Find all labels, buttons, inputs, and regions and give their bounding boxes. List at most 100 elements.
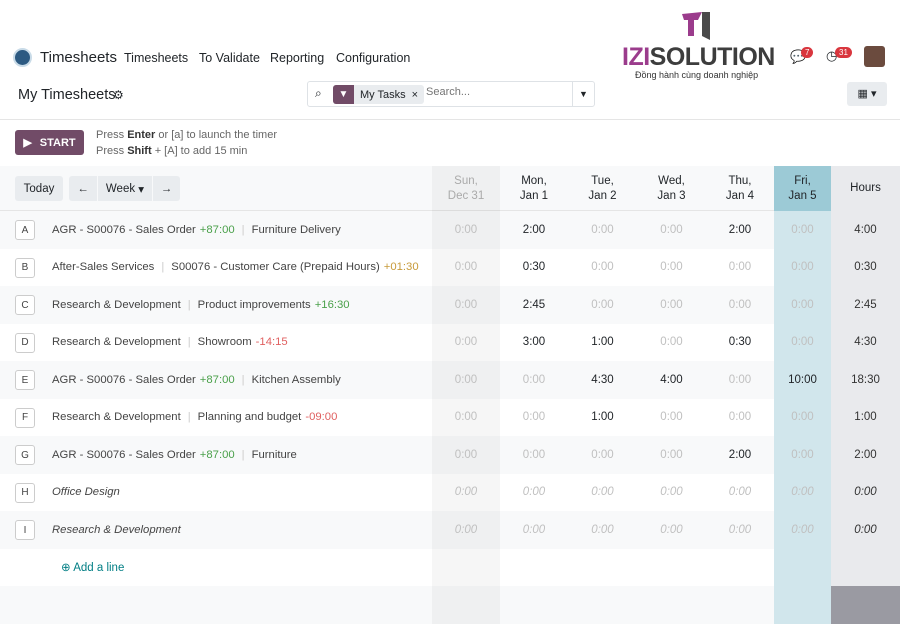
hour-cell[interactable]: 0:00 — [522, 486, 546, 499]
hour-cell[interactable]: 0:00 — [522, 523, 546, 536]
hour-cell[interactable]: 0:00 — [774, 211, 831, 249]
play-icon: ▶ — [23, 137, 32, 149]
hour-cell[interactable]: 2:00 — [522, 223, 546, 236]
hour-cell[interactable]: 0:00 — [774, 511, 831, 549]
row-description[interactable]: Research & Development — [52, 511, 181, 549]
row-description[interactable]: AGR - S00076 - Sales Order +87:00 | Furnitu… — [52, 448, 297, 461]
hour-cell[interactable]: 0:00 — [774, 473, 831, 511]
hour-cell[interactable]: 0:00 — [522, 448, 546, 461]
hour-cell[interactable]: 0:30 — [728, 336, 752, 349]
row-total: 4:30 — [831, 323, 900, 361]
facet-label: My Tasks — [360, 88, 406, 101]
remaining-hours: +87:00 — [199, 223, 235, 236]
menu-configuration[interactable]: Configuration — [336, 51, 411, 65]
hour-cell[interactable]: 0:00 — [774, 398, 831, 436]
hour-cell[interactable]: 0:00 — [660, 261, 683, 274]
hour-cell[interactable]: 0:00 — [591, 298, 614, 311]
row-description[interactable]: After-Sales Services | S00076 - Customer C… — [52, 261, 419, 274]
row-shortcut-key: H — [15, 482, 35, 503]
hour-cell[interactable]: 0:00 — [774, 286, 831, 324]
row-description[interactable]: Office Design — [52, 474, 120, 512]
menu-timesheets[interactable]: Timesheets — [124, 51, 189, 65]
hour-cell[interactable]: 0:00 — [728, 373, 752, 386]
hour-cell[interactable]: 0:00 — [728, 298, 752, 311]
range-dropdown[interactable]: Week ▾ — [98, 176, 152, 201]
task-name: Product improvements — [197, 298, 311, 311]
hour-cell[interactable]: 3:00 — [522, 336, 546, 349]
timesheet-row: B After-Sales Services | S00076 - Customer … — [0, 248, 900, 287]
user-avatar[interactable] — [864, 46, 885, 67]
hour-cell[interactable]: 0:00 — [660, 486, 683, 499]
hour-cell[interactable]: 0:00 — [660, 411, 683, 424]
hour-cell[interactable]: 0:00 — [660, 298, 683, 311]
hour-cell[interactable]: 0:00 — [591, 486, 614, 499]
view-switcher-button[interactable]: ▦ ▾ — [847, 82, 887, 106]
remove-facet-icon[interactable]: × — [411, 88, 419, 101]
hour-cell[interactable]: 0:00 — [660, 523, 683, 536]
timesheet-row: I Research & Development 0:00 0:00 0:00 0:00 0… — [0, 511, 900, 549]
hour-cell[interactable]: 0:00 — [522, 373, 546, 386]
hour-cell[interactable]: 0:00 — [432, 324, 500, 362]
hour-cell[interactable]: 0:00 — [432, 286, 500, 324]
hour-cell[interactable]: 0:00 — [432, 361, 500, 399]
hour-cell[interactable]: 0:00 — [728, 411, 752, 424]
previous-arrow-icon[interactable]: ← — [69, 176, 97, 201]
hour-cell[interactable]: 0:00 — [591, 448, 614, 461]
hour-cell[interactable]: 0:00 — [728, 261, 752, 274]
gear-icon[interactable]: ⚙ — [113, 88, 124, 102]
hour-cell[interactable]: 0:00 — [728, 486, 752, 499]
timesheet-row: H Office Design 0:00 0:00 0:00 0:00 0:00 0:00 0:… — [0, 473, 900, 512]
hour-cell[interactable]: 10:00 — [774, 361, 831, 399]
hour-cell[interactable]: 0:00 — [591, 261, 614, 274]
search-bar[interactable]: ⌕ ▼ My Tasks × ▼ — [307, 81, 595, 107]
hour-cell[interactable]: 0:00 — [432, 399, 500, 437]
remaining-hours: +16:30 — [314, 298, 350, 311]
hour-cell[interactable]: 0:00 — [774, 436, 831, 474]
today-button[interactable]: Today — [15, 176, 63, 201]
start-timer-button[interactable]: ▶ START — [15, 130, 84, 155]
hour-cell[interactable]: 0:00 — [660, 448, 683, 461]
hour-cell[interactable]: 0:00 — [660, 223, 683, 236]
hour-cell[interactable]: 0:00 — [432, 511, 500, 549]
hour-cell[interactable]: 2:00 — [728, 448, 752, 461]
filter-facet: ▼ My Tasks × — [333, 85, 425, 104]
timer-hint-enter: Press Enter or [a] to launch the timer — [96, 129, 277, 141]
hour-cell[interactable]: 0:00 — [728, 523, 752, 536]
project-name: Research & Development — [52, 411, 181, 424]
hour-cell[interactable]: 0:00 — [774, 323, 831, 361]
hour-cell[interactable]: 0:30 — [522, 261, 546, 274]
timesheet-row: D Research & Development | Showroom -14:15 0:… — [0, 323, 900, 362]
hour-cell[interactable]: 4:30 — [591, 373, 614, 386]
search-dropdown-toggle[interactable]: ▼ — [572, 82, 594, 106]
hour-cell[interactable]: 0:00 — [774, 248, 831, 286]
hour-cell[interactable]: 0:00 — [432, 211, 500, 249]
menu-to-validate[interactable]: To Validate — [199, 51, 260, 65]
menu-reporting[interactable]: Reporting — [270, 51, 325, 65]
hour-cell[interactable]: 0:00 — [660, 336, 683, 349]
timesheet-row: E AGR - S00076 - Sales Order +87:00 | Kitche… — [0, 361, 900, 399]
row-description[interactable]: AGR - S00076 - Sales Order +87:00 | Kitchen… — [52, 373, 341, 386]
hour-cell[interactable]: 0:00 — [591, 223, 614, 236]
hour-cell[interactable]: 0:00 — [522, 411, 546, 424]
grid-header: Today ← Week ▾ → Sun, Dec 31 Mon, Jan 1 Tue,… — [0, 166, 900, 211]
hour-cell[interactable]: 0:00 — [432, 436, 500, 474]
next-arrow-icon[interactable]: → — [153, 176, 180, 201]
row-description[interactable]: Research & Development | Showroom -14:15 — [52, 336, 288, 349]
hour-cell[interactable]: 1:00 — [591, 411, 614, 424]
timesheets-app-icon[interactable] — [13, 48, 32, 67]
app-name[interactable]: Timesheets — [40, 49, 117, 66]
hour-cell[interactable]: 1:00 — [591, 336, 614, 349]
search-input[interactable] — [426, 86, 566, 98]
row-label: Research & Development — [52, 523, 181, 536]
add-line-button[interactable]: ⊕ Add a line — [61, 561, 125, 574]
row-description[interactable]: Research & Development | Product improveme… — [52, 298, 350, 311]
hour-cell[interactable]: 0:00 — [432, 249, 500, 287]
activity-clock-icon[interactable]: ◷ — [826, 48, 838, 63]
row-description[interactable]: AGR - S00076 - Sales Order +87:00 | Furnitu… — [52, 223, 341, 236]
hour-cell[interactable]: 2:00 — [728, 223, 752, 236]
hour-cell[interactable]: 0:00 — [591, 523, 614, 536]
hour-cell[interactable]: 4:00 — [660, 373, 683, 386]
hour-cell[interactable]: 2:45 — [522, 298, 546, 311]
row-description[interactable]: Research & Development | Planning and budg… — [52, 411, 338, 424]
hour-cell[interactable]: 0:00 — [432, 474, 500, 512]
